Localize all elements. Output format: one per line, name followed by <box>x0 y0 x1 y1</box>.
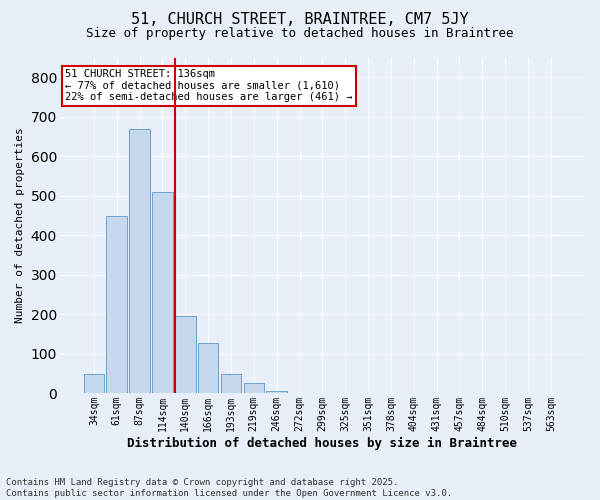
Bar <box>266 392 287 394</box>
Y-axis label: Number of detached properties: Number of detached properties <box>15 128 25 324</box>
Bar <box>221 374 241 394</box>
Bar <box>312 392 332 394</box>
Bar <box>152 192 173 394</box>
Text: 51, CHURCH STREET, BRAINTREE, CM7 5JY: 51, CHURCH STREET, BRAINTREE, CM7 5JY <box>131 12 469 28</box>
Bar <box>244 382 264 394</box>
Bar <box>106 216 127 394</box>
Text: Contains HM Land Registry data © Crown copyright and database right 2025.
Contai: Contains HM Land Registry data © Crown c… <box>6 478 452 498</box>
Text: Size of property relative to detached houses in Braintree: Size of property relative to detached ho… <box>86 28 514 40</box>
Bar <box>289 392 310 394</box>
Text: 51 CHURCH STREET: 136sqm
← 77% of detached houses are smaller (1,610)
22% of sem: 51 CHURCH STREET: 136sqm ← 77% of detach… <box>65 70 352 102</box>
Bar <box>175 316 196 394</box>
X-axis label: Distribution of detached houses by size in Braintree: Distribution of detached houses by size … <box>127 437 517 450</box>
Bar <box>198 343 218 394</box>
Bar <box>129 128 150 394</box>
Bar <box>83 374 104 394</box>
